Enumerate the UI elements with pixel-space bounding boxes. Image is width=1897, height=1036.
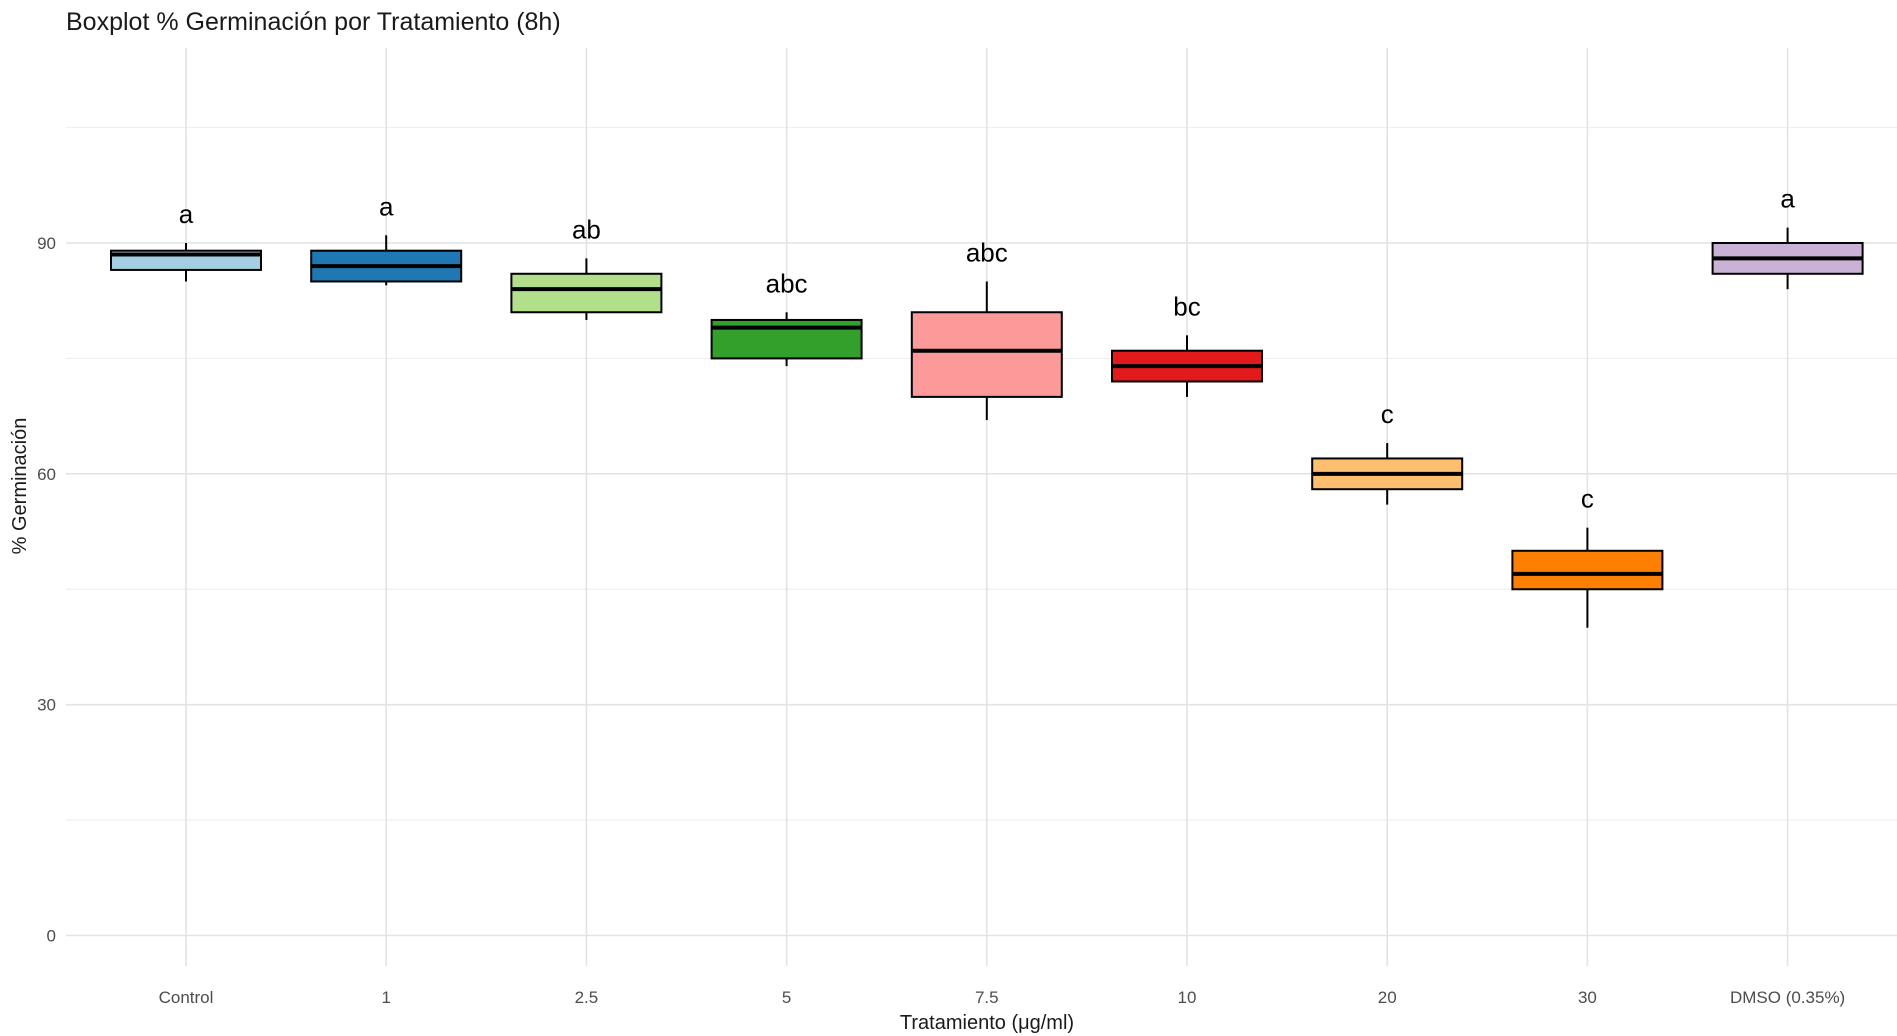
box-7-5 [910, 281, 1063, 420]
box-body [1511, 549, 1664, 591]
significance-letter: a [1780, 184, 1795, 214]
significance-letters: a a ab abc abc bc c c a [179, 184, 1796, 514]
box-30 [1511, 527, 1664, 628]
x-tick-label: 5 [782, 988, 791, 1007]
y-axis-title: % Germinación [9, 418, 31, 555]
box-control [110, 243, 262, 282]
y-tick-label: 90 [37, 234, 56, 253]
box-body [510, 272, 663, 314]
box-10 [1111, 335, 1263, 397]
y-axis-ticks: 0 30 60 90 [37, 234, 56, 946]
significance-letter: ab [572, 214, 601, 244]
y-tick-label: 0 [47, 927, 56, 946]
box-2-5 [510, 258, 663, 320]
x-tick-label: 10 [1178, 988, 1197, 1007]
x-tick-label: 30 [1578, 988, 1597, 1007]
x-axis-ticks: Control 1 2.5 5 7.5 10 20 30 DMSO (0.35%) [159, 988, 1846, 1007]
significance-letter: abc [766, 268, 808, 298]
significance-letter: a [379, 191, 394, 221]
chart-title: Boxplot % Germinación por Tratamiento (8… [66, 8, 561, 36]
x-tick-label: 20 [1378, 988, 1397, 1007]
box-dmso-0-35- [1711, 227, 1864, 290]
x-tick-label: 7.5 [975, 988, 999, 1007]
significance-letter: c [1381, 399, 1394, 429]
box-5 [710, 312, 863, 367]
box-body [910, 311, 1063, 398]
y-tick-label: 60 [37, 465, 56, 484]
significance-letter: c [1581, 484, 1594, 514]
significance-letter: abc [966, 237, 1008, 267]
box-20 [1311, 443, 1464, 505]
x-tick-label: 1 [381, 988, 390, 1007]
x-axis-title: Tratamiento (μg/ml) [900, 1012, 1074, 1034]
significance-letter: a [179, 199, 194, 229]
boxes-layer [110, 227, 1864, 628]
significance-letter: bc [1173, 291, 1200, 321]
grid-lines [66, 48, 1897, 966]
x-tick-label: 2.5 [575, 988, 599, 1007]
x-tick-label: DMSO (0.35%) [1730, 988, 1845, 1007]
box-1 [310, 235, 463, 286]
y-tick-label: 30 [37, 696, 56, 715]
x-tick-label: Control [159, 988, 214, 1007]
